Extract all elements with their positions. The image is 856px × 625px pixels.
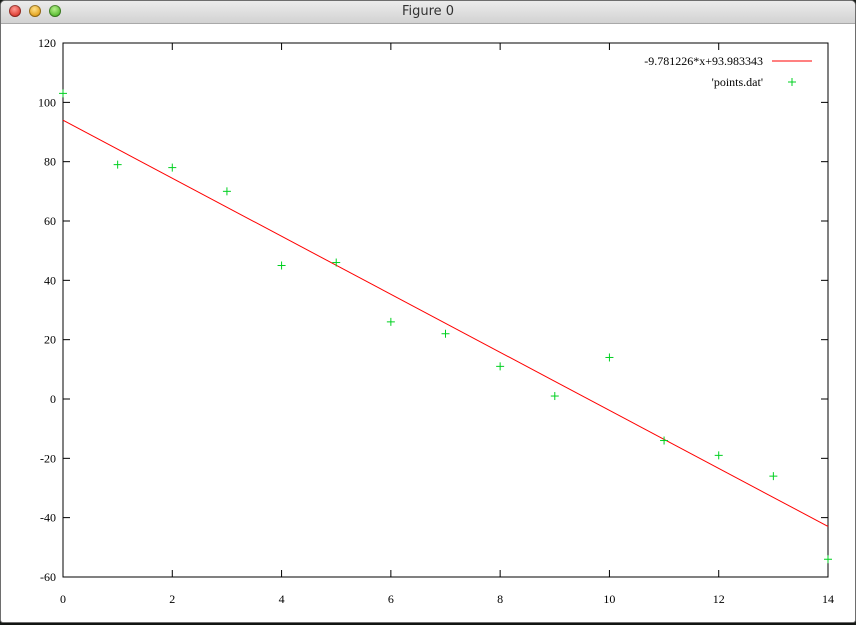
legend-label: 'points.dat' <box>712 75 763 89</box>
plot-border <box>62 42 829 578</box>
data-point <box>222 187 231 196</box>
x-tick-label: 0 <box>60 592 66 606</box>
x-tick-label: 14 <box>822 592 834 606</box>
x-tick-label: 8 <box>497 592 503 606</box>
legend: -9.781226*x+93.983343 'points.dat' <box>644 54 812 89</box>
close-button[interactable] <box>9 5 21 17</box>
data-point <box>605 353 614 362</box>
data-point <box>168 163 177 172</box>
minimize-button[interactable] <box>29 5 41 17</box>
data-point <box>113 160 122 169</box>
y-tick-label: 0 <box>50 392 56 406</box>
data-point <box>277 261 286 270</box>
legend-label: -9.781226*x+93.983343 <box>644 54 763 68</box>
plot-canvas: 0 2 4 6 8 10 12 14 -60 -40 -20 0 20 40 60 80 100 120 -9.… <box>38 36 834 606</box>
data-point <box>59 89 67 98</box>
y-tick-label: -20 <box>40 451 56 465</box>
zoom-button[interactable] <box>49 5 61 17</box>
y-tick-label: 80 <box>44 155 56 169</box>
y-tick-label: -60 <box>40 570 56 584</box>
data-point <box>660 436 669 445</box>
x-tick-label: 4 <box>279 592 285 606</box>
data-point <box>769 472 778 481</box>
data-point <box>332 258 341 267</box>
x-tick-label: 12 <box>713 592 725 606</box>
y-axis: -60 -40 -20 0 20 40 60 80 100 120 <box>38 36 828 584</box>
data-point <box>441 329 450 338</box>
x-tick-label: 2 <box>169 592 175 606</box>
x-tick-label: 6 <box>388 592 394 606</box>
x-axis: 0 2 4 6 8 10 12 14 <box>60 43 834 606</box>
data-point <box>714 451 723 460</box>
y-tick-label: 120 <box>38 36 56 50</box>
title-bar[interactable]: Figure 0 <box>1 1 855 24</box>
fit-line <box>62 119 829 527</box>
axes-frame <box>62 42 829 578</box>
data-point <box>496 362 505 371</box>
y-tick-label: 60 <box>44 214 56 228</box>
x-tick-label: 10 <box>603 592 615 606</box>
y-tick-label: -40 <box>40 511 56 525</box>
data-point <box>824 555 832 564</box>
series-layer <box>59 89 832 564</box>
window-title: Figure 0 <box>401 4 455 19</box>
y-tick-label: 20 <box>44 333 56 347</box>
y-tick-label: 100 <box>38 95 56 109</box>
data-point <box>386 317 395 326</box>
y-tick-label: 40 <box>44 273 56 287</box>
data-point <box>550 392 559 401</box>
